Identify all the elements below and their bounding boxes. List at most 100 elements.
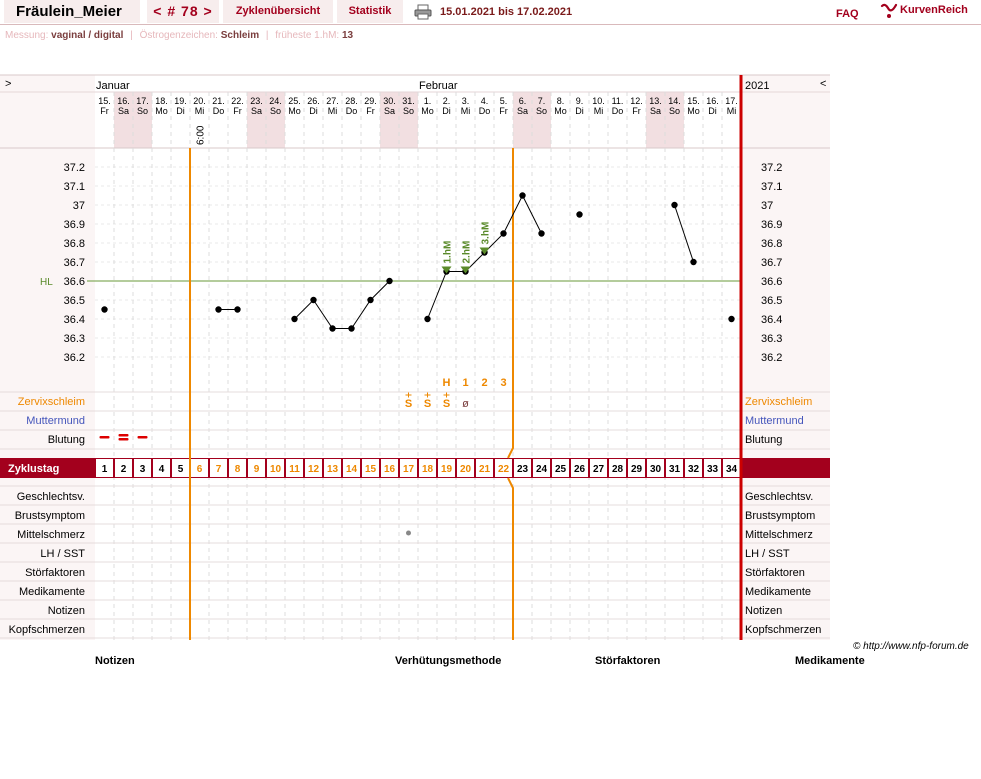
temperature-line xyxy=(294,280,390,329)
bleeding-marker xyxy=(118,434,129,437)
day-date-label: 16. xyxy=(117,96,130,106)
bleeding-marker xyxy=(137,436,148,439)
peak-label: 2 xyxy=(481,377,487,389)
weekday-label: Do xyxy=(213,106,225,116)
temperature-point xyxy=(215,306,222,313)
cycle-day-cell xyxy=(172,459,189,477)
row-label-left: Blutung xyxy=(48,434,85,446)
weekend-shade xyxy=(532,92,551,148)
cycle-overview-tab[interactable]: Zyklenübersicht xyxy=(223,0,333,23)
cycle-day-number: 18 xyxy=(422,464,434,475)
cycle-day-number: 26 xyxy=(574,464,586,475)
measurement-label: Messung: xyxy=(5,30,49,41)
weekday-label: Mi xyxy=(195,106,205,116)
temperature-point xyxy=(348,325,355,332)
day-date-label: 23. xyxy=(250,96,263,106)
temperature-point xyxy=(576,211,583,218)
weekday-label: Mo xyxy=(421,106,434,116)
hm-label: 3.hM xyxy=(481,222,492,245)
phase-end-line xyxy=(507,148,514,640)
cycle-day-cell xyxy=(191,459,208,477)
earliest-hm-label: früheste 1.hM: xyxy=(275,30,340,41)
weekday-label: Mo xyxy=(687,106,700,116)
date-range: 15.01.2021 bis 17.02.2021 xyxy=(440,6,573,18)
cycle-day-number: 12 xyxy=(308,464,320,475)
day-date-label: 16. xyxy=(706,96,719,106)
statistics-tab[interactable]: Statistik xyxy=(337,0,403,23)
temperature-line xyxy=(674,204,694,263)
temperature-point xyxy=(367,296,374,304)
weekday-label: Sa xyxy=(384,106,395,116)
row-label-right: Störfaktoren xyxy=(745,567,805,579)
temp-tick-right: 37.2 xyxy=(761,162,782,174)
mucus-marker: S xyxy=(405,398,412,410)
weekday-label: Do xyxy=(346,106,358,116)
cycle-navigation-button[interactable]: < # 78 > xyxy=(147,0,219,23)
weekend-shade xyxy=(665,92,684,148)
temperature-point xyxy=(671,201,678,209)
hm-marker xyxy=(479,247,490,255)
row-label-right: LH / SST xyxy=(745,548,790,560)
cycle-day-number: 5 xyxy=(178,464,184,475)
temp-tick-right: 36.3 xyxy=(761,333,782,345)
temp-tick-left: 36.6 xyxy=(64,276,85,288)
day-date-label: 17. xyxy=(136,96,149,106)
temp-tick-left: 36.9 xyxy=(64,219,85,231)
cycle-day-number: 11 xyxy=(289,464,300,475)
cycle-day-cell xyxy=(305,459,322,477)
weekday-label: Do xyxy=(612,106,624,116)
temperature-point xyxy=(310,296,317,304)
bleeding-marker xyxy=(118,438,129,441)
cycle-day-cell xyxy=(115,459,132,477)
cycle-day-cell xyxy=(134,459,151,477)
day-date-label: 17. xyxy=(725,96,738,106)
weekend-shade xyxy=(133,92,152,148)
weekday-label: Mi xyxy=(461,106,471,116)
weekend-shade xyxy=(114,92,133,148)
day-date-label: 1. xyxy=(424,96,432,106)
nav-right-arrow[interactable]: < xyxy=(820,78,826,90)
day-date-label: 25. xyxy=(288,96,301,106)
row-label-right: Zervixschleim xyxy=(745,396,812,408)
nav-left-arrow[interactable]: > xyxy=(5,78,11,90)
day-date-label: 2. xyxy=(443,96,451,106)
temp-tick-right: 36.8 xyxy=(761,238,782,250)
day-date-label: 21. xyxy=(212,96,225,106)
hm-label: 2.hM xyxy=(462,241,473,264)
weekday-label: So xyxy=(270,106,281,116)
temp-tick-right: 36.7 xyxy=(761,257,782,269)
cycle-day-cell xyxy=(286,459,303,477)
temperature-point xyxy=(538,230,545,237)
kurvenreich-logo[interactable]: KurvenReich xyxy=(880,2,968,22)
cycle-day-number: 23 xyxy=(517,464,529,475)
row-label-right: Blutung xyxy=(745,434,782,446)
cycle-day-cell xyxy=(647,459,664,477)
estrogen-sign-label: Östrogenzeichen: xyxy=(139,30,218,41)
weekday-label: Fr xyxy=(366,106,375,116)
cycle-day-cell xyxy=(495,459,512,477)
temp-tick-right: 36.9 xyxy=(761,219,782,231)
row-label-right: Muttermund xyxy=(745,415,804,427)
cycle-day-cell xyxy=(419,459,436,477)
day-date-label: 11. xyxy=(612,96,624,106)
footer-meds-heading: Medikamente xyxy=(795,655,865,667)
row-label-left: Notizen xyxy=(48,605,85,617)
mucus-marker: S xyxy=(443,398,450,410)
row-label-left: Muttermund xyxy=(26,415,85,427)
temp-tick-left: 37 xyxy=(73,200,85,212)
weekday-label: Di xyxy=(575,106,584,116)
printer-icon[interactable] xyxy=(414,4,432,20)
cycle-day-cell xyxy=(381,459,398,477)
day-date-label: 24. xyxy=(269,96,282,106)
weekday-label: So xyxy=(137,106,148,116)
hm-marker xyxy=(441,266,452,274)
weekday-label: Mo xyxy=(288,106,301,116)
weekday-label: Sa xyxy=(517,106,528,116)
weekday-label: Mo xyxy=(155,106,168,116)
faq-link[interactable]: FAQ xyxy=(836,8,859,20)
weekday-label: Fr xyxy=(100,106,109,116)
row-label-left: LH / SST xyxy=(40,548,85,560)
weekday-label: Fr xyxy=(499,106,508,116)
earliest-hm-value: 13 xyxy=(341,30,354,41)
temp-tick-right: 36.6 xyxy=(761,276,782,288)
